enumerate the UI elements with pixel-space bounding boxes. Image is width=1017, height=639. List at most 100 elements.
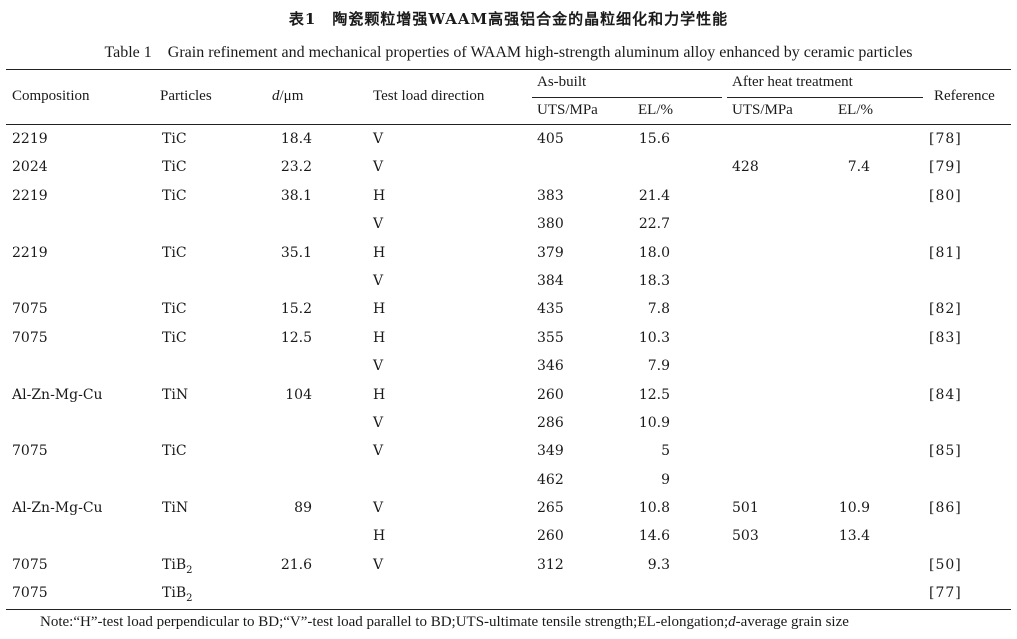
- cell-grain-size: 12.5: [280, 329, 312, 346]
- header-test-load-direction: Test load direction: [373, 88, 485, 104]
- cell-test-load-direction: V: [373, 272, 384, 289]
- cell-el-as-built: 10.3: [638, 329, 670, 346]
- cell-reference: [79]: [929, 159, 962, 176]
- cell-composition: Al-Zn-Mg-Cu: [12, 386, 103, 403]
- cell-composition: Al-Zn-Mg-Cu: [12, 500, 103, 517]
- particle-formula: TiB: [162, 585, 187, 602]
- cell-test-load-direction: V: [373, 159, 384, 176]
- cell-uts-as-built: 260: [537, 528, 564, 545]
- header-el-as-built: EL/%: [638, 102, 673, 118]
- cell-uts-as-built: 286: [537, 414, 564, 431]
- table-row: V 286 10.9: [0, 410, 1017, 438]
- table-row: 2219 TiC 38.1 H 383 21.4 [80]: [0, 183, 1017, 211]
- cell-test-load-direction: V: [373, 358, 384, 375]
- cell-el-as-built: 14.6: [638, 528, 670, 545]
- cell-uts-as-built: 312: [537, 556, 564, 573]
- header-el-heat-treated: EL/%: [838, 102, 873, 118]
- heat-treatment-subrule: [727, 97, 923, 98]
- as-built-subrule: [532, 97, 722, 98]
- header-after-heat-treatment: After heat treatment: [732, 74, 853, 90]
- cell-particles: TiC: [162, 187, 187, 204]
- table-row: 7075 TiB2 [77]: [0, 580, 1017, 608]
- cell-particles: TiC: [162, 131, 187, 147]
- table-title-english: Table 1 Grain refinement and mechanical …: [104, 44, 913, 61]
- cell-reference: [85]: [929, 443, 962, 460]
- cell-test-load-direction: H: [373, 528, 386, 545]
- cell-el-as-built: 9.3: [647, 556, 670, 573]
- table-row: V 384 18.3: [0, 268, 1017, 296]
- cell-reference: [83]: [929, 329, 962, 346]
- cell-test-load-direction: V: [373, 443, 384, 460]
- cell-particles: TiB2: [162, 585, 192, 604]
- header-d-unit: /μm: [279, 88, 304, 104]
- cell-grain-size: 15.2: [280, 301, 312, 318]
- header-rule: [6, 124, 1011, 125]
- cell-test-load-direction: V: [373, 556, 384, 573]
- cell-composition: 7075: [12, 585, 48, 602]
- cell-grain-size: 35.1: [280, 244, 312, 261]
- cell-composition: 7075: [12, 329, 48, 346]
- table-row: H 260 14.6 503 13.4: [0, 523, 1017, 551]
- table-row: Al-Zn-Mg-Cu TiN 104 H 260 12.5 [84]: [0, 382, 1017, 410]
- header-uts-heat-treated: UTS/MPa: [732, 102, 793, 118]
- cell-uts-as-built: 380: [537, 216, 564, 233]
- cell-reference: [77]: [929, 585, 962, 602]
- header-as-built: As-built: [537, 74, 587, 90]
- cell-particles: TiN: [162, 500, 189, 517]
- cell-grain-size: 23.2: [280, 159, 312, 176]
- cell-test-load-direction: V: [373, 500, 384, 517]
- header-reference: Reference: [934, 88, 995, 104]
- cell-el-heat-treated: 10.9: [838, 500, 870, 517]
- cell-uts-as-built: 349: [537, 443, 564, 460]
- cell-composition: 7075: [12, 301, 48, 318]
- bottom-rule: [6, 609, 1011, 610]
- cell-test-load-direction: H: [373, 187, 386, 204]
- particle-subscript: 2: [186, 593, 193, 605]
- cell-test-load-direction: V: [373, 131, 384, 147]
- cell-el-heat-treated: 13.4: [838, 528, 870, 545]
- cell-composition: 2219: [12, 244, 48, 261]
- cell-reference: [78]: [929, 131, 962, 147]
- cell-uts-as-built: 462: [537, 471, 564, 488]
- cell-test-load-direction: H: [373, 329, 386, 346]
- cell-composition: 7075: [12, 443, 48, 460]
- cell-reference: [84]: [929, 386, 962, 403]
- cell-uts-heat-treated: 503: [732, 528, 759, 545]
- cell-test-load-direction: H: [373, 386, 386, 403]
- cell-reference: [81]: [929, 244, 962, 261]
- cell-el-as-built: 18.0: [638, 244, 670, 261]
- cell-uts-as-built: 379: [537, 244, 564, 261]
- cell-uts-as-built: 346: [537, 358, 564, 375]
- cell-el-as-built: 7.9: [647, 358, 670, 375]
- cell-grain-size: 21.6: [280, 556, 312, 573]
- particle-formula: TiB: [162, 556, 187, 573]
- cell-particles: TiC: [162, 159, 187, 176]
- cell-el-as-built: 10.8: [638, 500, 670, 517]
- cell-uts-heat-treated: 428: [732, 159, 759, 176]
- table-row: 2024 TiC 23.2 V 428 7.4 [79]: [0, 154, 1017, 182]
- table-row: 462 9: [0, 467, 1017, 495]
- cell-particles: TiB2: [162, 557, 192, 576]
- cell-uts-as-built: 435: [537, 301, 564, 318]
- table-row: 7075 TiC 12.5 H 355 10.3 [83]: [0, 325, 1017, 353]
- cell-uts-as-built: 265: [537, 500, 564, 517]
- cell-uts-as-built: 260: [537, 386, 564, 403]
- table-row: V 380 22.7: [0, 211, 1017, 239]
- cell-grain-size: 38.1: [280, 187, 312, 204]
- cell-reference: [80]: [929, 187, 962, 204]
- cell-uts-heat-treated: 501: [732, 500, 759, 517]
- cell-uts-as-built: 384: [537, 272, 564, 289]
- cell-el-as-built: 12.5: [638, 386, 670, 403]
- cell-el-as-built: 9: [661, 471, 670, 488]
- header-composition: Composition: [12, 88, 90, 104]
- cell-composition: 2219: [12, 187, 48, 204]
- table-row: 2219 TiC 35.1 H 379 18.0 [81]: [0, 240, 1017, 268]
- cell-composition: 2219: [12, 131, 48, 147]
- cell-reference: [50]: [929, 556, 962, 573]
- header-particles: Particles: [160, 88, 212, 104]
- table-title-chinese: 表1 陶瓷颗粒增强WAAM高强铝合金的晶粒细化和力学性能: [288, 10, 729, 28]
- cell-reference: [82]: [929, 301, 962, 318]
- cell-el-as-built: 18.3: [638, 272, 670, 289]
- table-row: V 346 7.9: [0, 353, 1017, 381]
